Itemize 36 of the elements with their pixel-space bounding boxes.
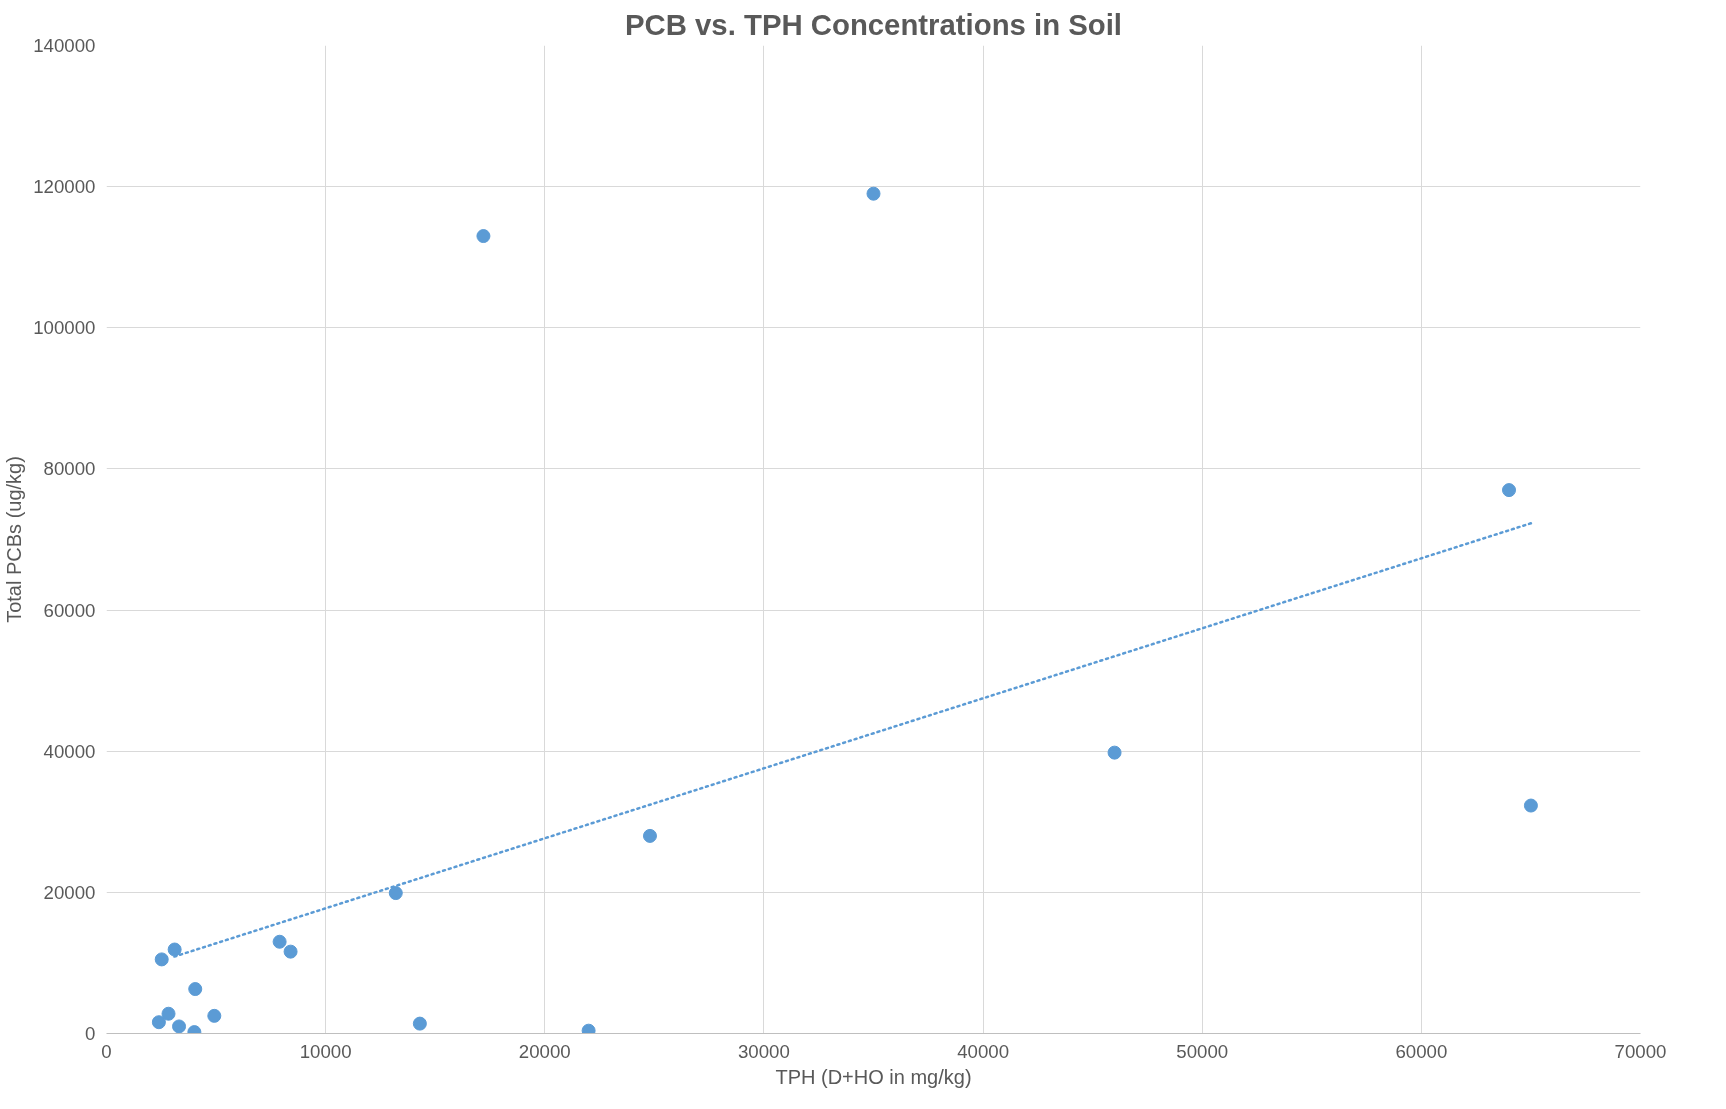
x-axis-title: TPH (D+HO in mg/kg) (775, 1065, 972, 1088)
point (154, 952, 169, 967)
point (207, 1008, 222, 1023)
y-tick-label: 140000 (33, 35, 96, 56)
point (172, 1019, 187, 1034)
x-tick-label: 10000 (299, 1040, 352, 1062)
point (188, 982, 203, 997)
point (167, 942, 182, 957)
x-tick-label: 40000 (957, 1040, 1010, 1062)
y-tick-label: 120000 (33, 176, 96, 198)
point (412, 1016, 427, 1031)
y-tick-label: 60000 (43, 599, 96, 621)
x-tick-label: 0 (101, 1040, 112, 1062)
point (642, 828, 657, 843)
y-tick-label: 40000 (43, 740, 96, 762)
x-tick-label: 60000 (1395, 1040, 1448, 1062)
point (388, 886, 403, 901)
chart-title: PCB vs. TPH Concentrations in Soil (624, 7, 1123, 41)
point (161, 1006, 176, 1021)
y-tick-label: 0 (85, 1023, 96, 1044)
y-tick-label: 80000 (43, 458, 96, 480)
point (283, 944, 298, 959)
point (151, 1015, 166, 1030)
point (1523, 798, 1538, 813)
x-tick-label: 20000 (518, 1040, 571, 1062)
y-tick-label: 20000 (43, 881, 96, 903)
x-tick-label: 50000 (1176, 1040, 1229, 1062)
y-tick-label: 100000 (33, 317, 96, 339)
point (1502, 483, 1517, 498)
point (1107, 745, 1122, 760)
x-tick-label: 70000 (1614, 1040, 1667, 1062)
point (866, 186, 881, 201)
point (476, 229, 491, 244)
point (272, 934, 287, 949)
x-tick-label: 30000 (737, 1040, 790, 1062)
y-axis-title: Total PCBs (ug/kg) (3, 456, 26, 623)
